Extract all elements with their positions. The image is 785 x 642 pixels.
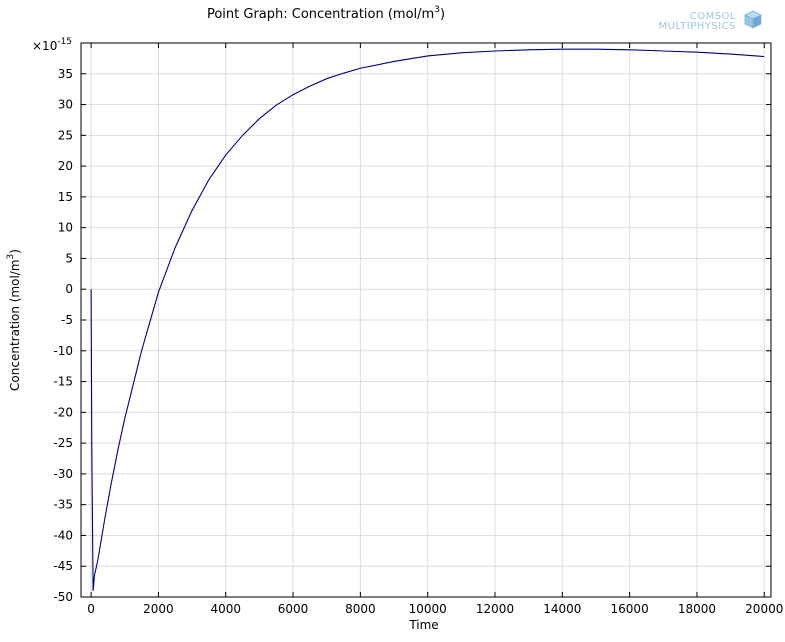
- y-ticks: [81, 73, 771, 598]
- chart-title-sup: 3: [434, 5, 440, 15]
- y-tick-labels: -50-45-40-35-30-25-20-15-10-505101520253…: [53, 67, 73, 604]
- y-tick-label: 5: [65, 251, 73, 265]
- y-axis-label-sup: 3: [6, 254, 16, 260]
- chart-title: Point Graph: Concentration (mol/m3): [207, 5, 445, 22]
- y-tick-label: 20: [58, 159, 73, 173]
- y-axis-label: Concentration (mol/m3): [6, 249, 22, 391]
- concentration-series-line: [90, 48, 765, 591]
- x-tick-label: 0: [87, 602, 95, 616]
- x-axis-label: Time: [408, 618, 438, 632]
- y-tick-label: 10: [58, 221, 73, 235]
- y-tick-label: 35: [58, 67, 73, 81]
- chart-title-prefix: Point Graph: Concentration (mol/m: [207, 7, 434, 22]
- y-tick-label: 30: [58, 98, 73, 112]
- x-ticks: [90, 43, 765, 597]
- y-multiplier-exp: -15: [57, 37, 72, 47]
- y-tick-label: -10: [53, 344, 73, 358]
- comsol-logo: COMSOL MULTIPHYSICS: [659, 10, 762, 32]
- y-tick-label: 15: [58, 190, 73, 204]
- y-tick-label: 0: [65, 282, 73, 296]
- x-tick-label: 14000: [543, 602, 581, 616]
- y-axis-label-suffix: ): [8, 249, 22, 254]
- chart-title-suffix: ): [440, 7, 445, 22]
- y-tick-label: -50: [53, 590, 73, 604]
- plot-area: [80, 42, 772, 598]
- y-tick-label: -45: [53, 559, 73, 573]
- x-tick-label: 8000: [345, 602, 376, 616]
- y-multiplier: ×10-15: [32, 37, 72, 53]
- logo-line2: MULTIPHYSICS: [659, 21, 736, 32]
- y-tick-label: 25: [58, 128, 73, 142]
- y-tick-label: -40: [53, 528, 73, 542]
- y-tick-label: -5: [61, 313, 73, 327]
- y-axis-label-prefix: Concentration (mol/m: [8, 259, 22, 390]
- x-tick-label: 18000: [678, 602, 716, 616]
- cube-icon: [744, 10, 762, 29]
- x-tick-label: 2000: [143, 602, 174, 616]
- y-tick-label: -15: [53, 375, 73, 389]
- y-tick-label: -25: [53, 436, 73, 450]
- x-tick-label: 12000: [476, 602, 514, 616]
- x-tick-label: 6000: [278, 602, 309, 616]
- y-multiplier-base: ×10: [32, 39, 57, 53]
- x-tick-label: 10000: [409, 602, 447, 616]
- x-tick-labels: 0 2000 4000 6000 8000 10000 12000 14000 16000 180…: [87, 602, 783, 616]
- x-tick-label: 4000: [210, 602, 241, 616]
- logo-line1: COMSOL: [690, 11, 736, 22]
- y-tick-label: -30: [53, 467, 73, 481]
- x-tick-label: 16000: [611, 602, 649, 616]
- y-tick-label: -35: [53, 498, 73, 512]
- y-tick-label: -20: [53, 405, 73, 419]
- x-tick-label: 20000: [745, 602, 783, 616]
